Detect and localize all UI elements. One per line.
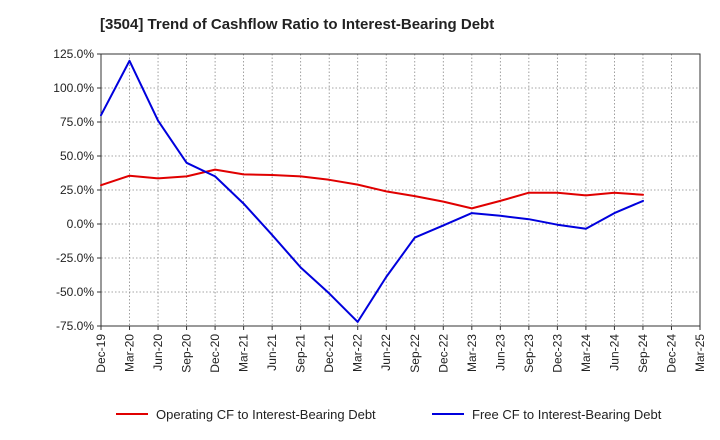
x-tick-label: Mar-22 — [351, 334, 365, 372]
x-tick-label: Dec-21 — [322, 334, 336, 373]
legend-label-1: Operating CF to Interest-Bearing Debt — [156, 407, 376, 422]
x-tick-label: Sep-21 — [294, 334, 308, 373]
series-lines — [100, 59, 644, 323]
y-tick-label: -25.0% — [56, 251, 94, 265]
x-tick-label: Jun-24 — [607, 334, 621, 371]
x-tick-label: Sep-24 — [636, 334, 650, 373]
x-tick-label: Jun-20 — [151, 334, 165, 371]
plot-area — [101, 54, 700, 326]
x-tick-label: Dec-22 — [436, 334, 450, 373]
legend: Operating CF to Interest-Bearing Debt Fre… — [116, 407, 662, 422]
x-tick-label: Mar-24 — [579, 334, 593, 372]
series-line-2 — [100, 59, 644, 323]
y-tick-label: -75.0% — [56, 319, 94, 333]
y-tick-label: 25.0% — [60, 183, 94, 197]
x-tick-label: Mar-21 — [237, 334, 251, 372]
x-tick-label: Dec-24 — [664, 334, 678, 373]
x-tick-label: Jun-23 — [493, 334, 507, 371]
x-tick-label: Jun-21 — [265, 334, 279, 371]
y-tick-label: 0.0% — [67, 217, 95, 231]
y-tick-label: 50.0% — [60, 149, 94, 163]
x-tick-label: Jun-22 — [379, 334, 393, 371]
x-tick-label: Dec-23 — [550, 334, 564, 373]
legend-label-2: Free CF to Interest-Bearing Debt — [472, 407, 662, 422]
y-tick-label: 125.0% — [53, 47, 94, 61]
y-tick-label: -50.0% — [56, 285, 94, 299]
x-tick-label: Dec-20 — [208, 334, 222, 373]
x-tick-label: Sep-20 — [180, 334, 194, 373]
x-tick-label: Sep-23 — [522, 334, 536, 373]
chart-title: [3504] Trend of Cashflow Ratio to Intere… — [100, 16, 495, 33]
x-axis: Dec-19 Mar-20 Jun-20 Sep-20 Dec-20 Mar-21 Jun-… — [94, 326, 707, 373]
x-tick-label: Dec-19 — [94, 334, 108, 373]
x-tick-label: Mar-23 — [465, 334, 479, 372]
y-tick-label: 75.0% — [60, 115, 94, 129]
x-tick-label: Mar-20 — [123, 334, 137, 372]
x-tick-label: Sep-22 — [408, 334, 422, 373]
x-tick-label: Mar-25 — [693, 334, 707, 372]
y-axis: 125.0% 100.0% 75.0% 50.0% 25.0% 0.0% -25.0% -50… — [53, 47, 101, 333]
series-line-1 — [100, 168, 644, 210]
y-tick-label: 100.0% — [53, 81, 94, 95]
